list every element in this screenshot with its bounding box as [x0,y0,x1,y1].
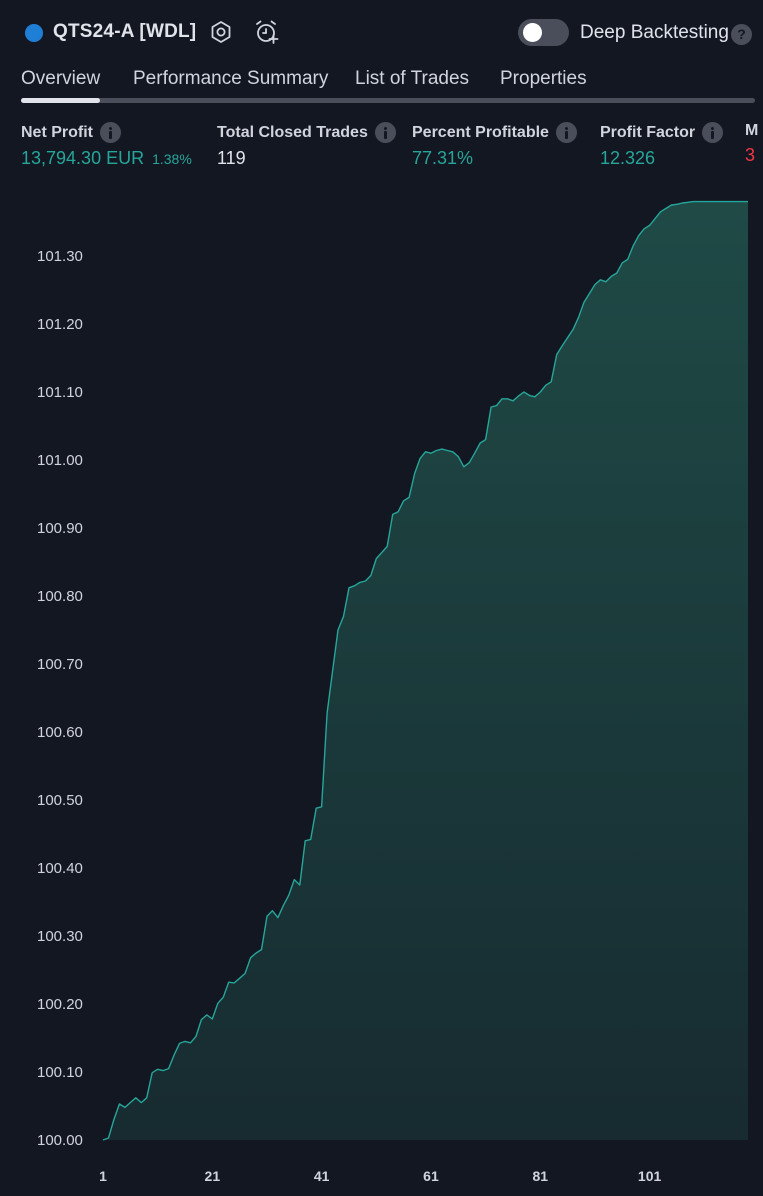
metric-percent: 1.38% [152,151,192,167]
tab-list-of-trades[interactable]: List of Trades [355,68,470,89]
x-tick-label: 61 [423,1168,439,1184]
y-tick-label: 100.80 [37,588,83,605]
y-tick-label: 101.20 [37,316,83,333]
y-tick-label: 100.70 [37,656,83,673]
info-icon[interactable] [374,122,396,143]
metric-label: Percent Profitable [412,123,549,141]
active-tab-indicator [21,98,100,103]
metric-value: 12.326 [600,148,656,168]
deep-backtesting-label: Deep Backtesting [580,22,729,43]
x-tick-label: 101 [638,1168,662,1184]
tab-performance-summary[interactable]: Performance Summary [133,68,329,89]
tab-overview[interactable]: Overview [21,68,101,89]
x-tick-label: 21 [205,1168,221,1184]
metric-percent-profitable: Percent Profitable 77.31% [412,122,577,169]
y-tick-label: 100.40 [37,860,83,877]
metric-max-drawdown: M 3 [745,122,758,166]
metric-value: 119 [217,148,246,168]
deep-backtesting-toggle[interactable] [518,19,569,46]
metric-label: Profit Factor [600,123,696,141]
y-tick-label: 100.00 [37,1132,83,1149]
info-icon[interactable] [555,122,577,143]
y-tick-label: 100.90 [37,520,83,537]
x-tick-label: 41 [314,1168,330,1184]
toggle-knob [523,23,542,42]
y-tick-label: 101.10 [37,384,83,401]
x-axis: 1 21 41 61 81 101 [99,1168,661,1184]
y-tick-label: 100.60 [37,724,83,741]
metric-value: 77.31% [412,148,474,168]
metric-value: 3 [745,145,756,165]
y-tick-label: 100.20 [37,996,83,1013]
equity-line [102,200,748,1141]
tab-track [21,98,755,103]
metric-label: Total Closed Trades [217,123,368,141]
y-tick-label: 100.30 [37,928,83,945]
metric-label: M [745,122,759,139]
y-tick-label: 100.10 [37,1064,83,1081]
equity-chart-svg: 100.00 100.10 100.20 100.30 100.40 100.50 100.… [37,200,748,1184]
metric-label: Net Profit [21,123,93,141]
equity-area-fill [103,201,748,1141]
metrics-row: Net Profit 13,794.30 EUR 1.38% Total Clos… [0,122,763,177]
metric-net-profit: Net Profit 13,794.30 EUR 1.38% [21,122,192,169]
add-alert-icon[interactable] [254,19,280,45]
strategy-color-dot [25,24,43,42]
y-tick-label: 101.30 [37,248,83,265]
info-icon[interactable] [100,122,121,143]
y-axis: 100.00 100.10 100.20 100.30 100.40 100.50 100.… [37,248,83,1149]
strategy-header: QTS24-A [WDL] Deep Backtesting ? [0,0,763,64]
settings-icon[interactable] [208,19,234,45]
x-tick-label: 1 [99,1168,107,1184]
metric-profit-factor: Profit Factor 12.326 [600,122,724,169]
metric-total-closed-trades: Total Closed Trades 119 [217,122,396,169]
y-tick-label: 100.50 [37,792,83,809]
tab-properties[interactable]: Properties [500,68,587,89]
y-tick-label: 101.00 [37,452,83,469]
metric-value: 13,794.30 EUR [21,148,145,168]
tab-bar: Overview Performance Summary List of Tra… [0,64,763,104]
strategy-title[interactable]: QTS24-A [WDL] [53,21,197,42]
equity-chart[interactable]: 100.00 100.10 100.20 100.30 100.40 100.50 100.… [0,190,763,1196]
x-tick-label: 81 [532,1168,548,1184]
help-icon[interactable]: ? [731,24,752,45]
info-icon[interactable] [702,122,724,143]
